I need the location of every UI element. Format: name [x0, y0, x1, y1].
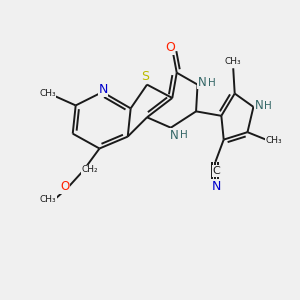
- Text: N: N: [254, 99, 263, 112]
- Text: CH₃: CH₃: [39, 89, 56, 98]
- Text: CH₃: CH₃: [265, 136, 282, 145]
- Text: S: S: [142, 70, 149, 83]
- Text: CH₂: CH₂: [81, 165, 98, 174]
- Text: CH₃: CH₃: [225, 57, 242, 66]
- Text: H: H: [208, 77, 216, 88]
- Text: H: H: [180, 130, 188, 140]
- Text: N: N: [198, 76, 206, 89]
- Text: N: N: [98, 83, 108, 96]
- Text: CH₃: CH₃: [40, 195, 56, 204]
- Text: C: C: [212, 166, 220, 176]
- Text: H: H: [264, 101, 272, 111]
- Text: N: N: [211, 180, 221, 193]
- Text: O: O: [165, 41, 175, 54]
- Text: N: N: [169, 129, 178, 142]
- Text: O: O: [60, 180, 69, 193]
